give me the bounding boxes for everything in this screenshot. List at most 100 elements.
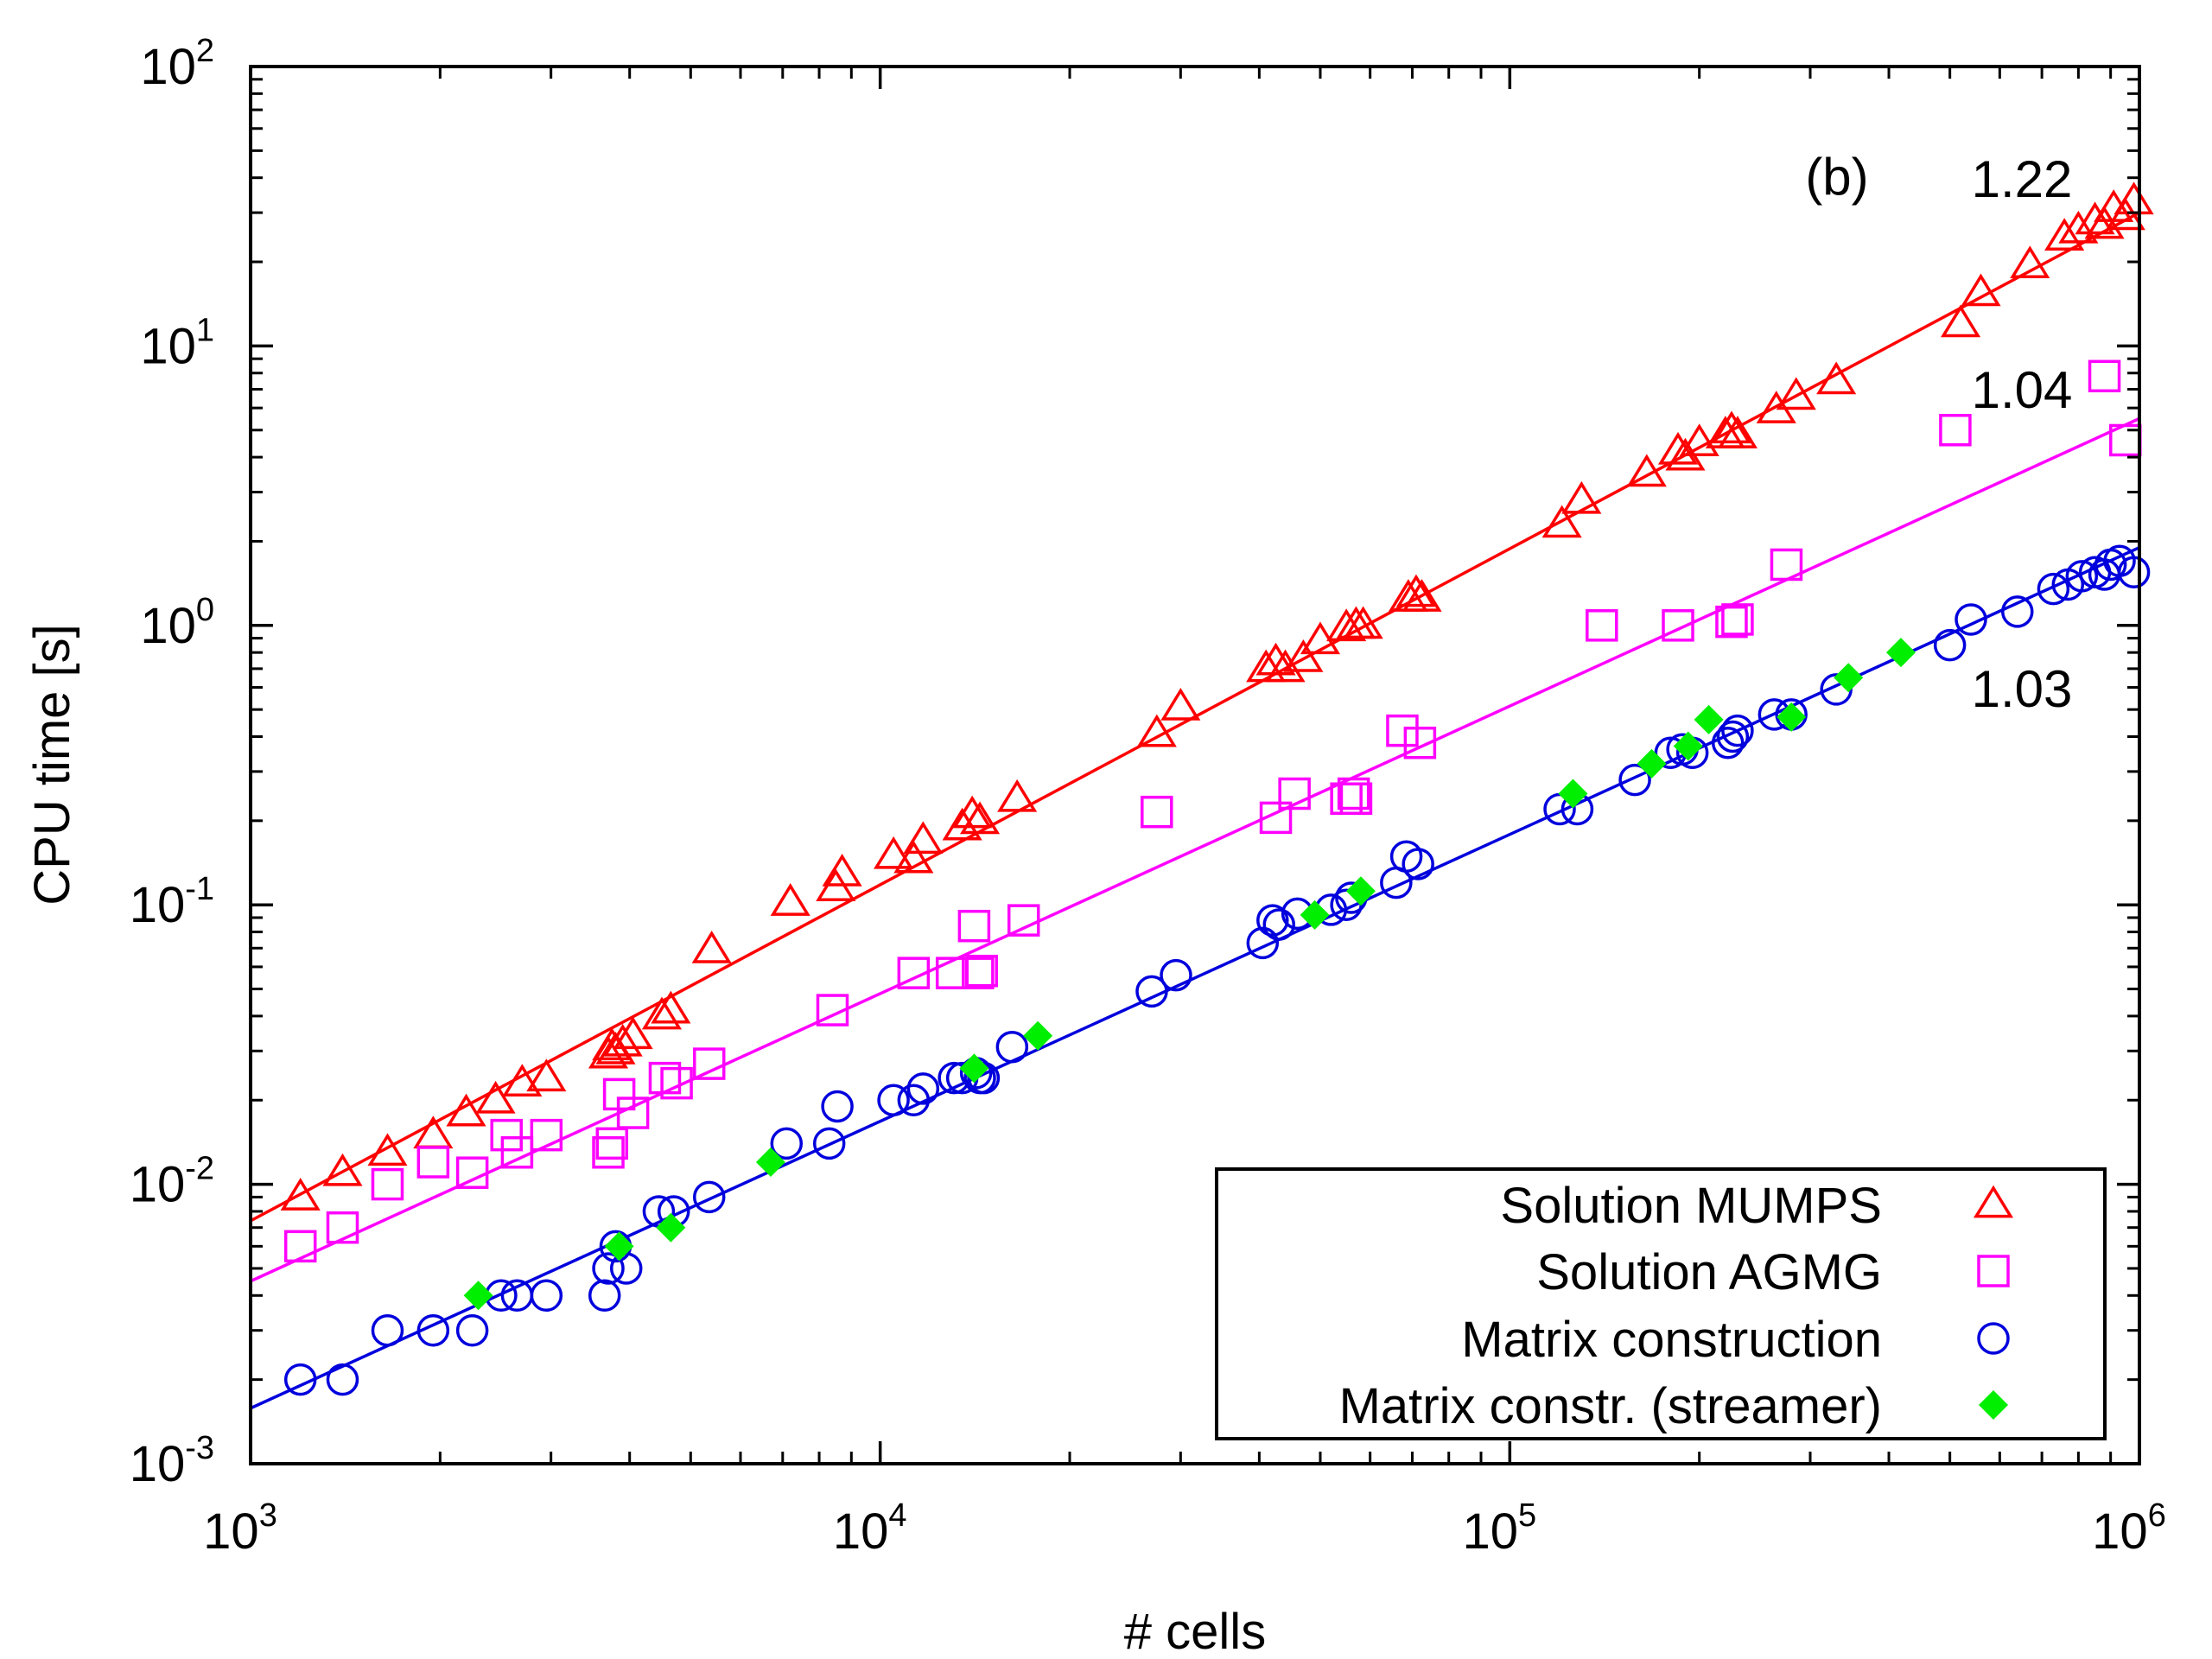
data-point-s1-9 (595, 1127, 629, 1160)
data-point-s2-4 (455, 1313, 489, 1347)
data-point-s2-51 (1933, 628, 1967, 662)
data-point-s2-56 (2065, 560, 2099, 593)
data-point-s2-16 (812, 1127, 846, 1160)
data-point-s1-32 (1715, 605, 1748, 639)
data-point-s3-14 (1885, 638, 1916, 668)
legend-marker-3 (1979, 1390, 2008, 1420)
data-point-s1-16 (897, 957, 931, 989)
data-point-s1-0 (283, 1230, 317, 1263)
data-point-s0-18 (822, 853, 862, 887)
data-markers (280, 181, 2154, 1396)
data-point-s1-18 (957, 909, 991, 943)
legend-text-streamer: Matrix constr. (streamer) (1339, 1378, 1882, 1434)
data-point-s1-15 (816, 994, 849, 1027)
data-point-s0-59 (2105, 197, 2145, 231)
y-tick-label-0: 10-3 (130, 1430, 214, 1492)
data-point-s0-35 (1343, 606, 1383, 639)
data-point-s1-29 (1403, 726, 1437, 760)
data-point-s0-54 (2044, 218, 2085, 251)
data-point-s1-6 (500, 1136, 534, 1169)
data-point-s2-20 (906, 1072, 940, 1105)
data-point-s2-28 (1160, 958, 1192, 992)
data-point-s0-53 (2010, 245, 2050, 279)
data-point-s0-50 (1816, 361, 1857, 395)
data-point-s0-26 (1136, 714, 1177, 747)
legend-marker-0 (1973, 1185, 2014, 1218)
data-point-s0-41 (1626, 454, 1667, 487)
data-point-s0-40 (1561, 480, 1602, 514)
data-point-s0-12 (613, 1016, 653, 1050)
legend: Solution MUMPS Solution AGMG Matrix cons… (1215, 1167, 2107, 1440)
data-point-s3-0 (463, 1281, 493, 1311)
data-point-s2-0 (283, 1363, 317, 1396)
y-tick-label-2: 10-1 (130, 871, 214, 933)
data-point-s3-11 (1694, 704, 1724, 734)
data-point-s0-30 (1265, 649, 1306, 683)
data-point-s2-26 (995, 1030, 1029, 1064)
data-point-s1-26 (1337, 777, 1370, 810)
data-point-s3-12 (1777, 702, 1807, 732)
data-point-s1-5 (490, 1118, 523, 1152)
data-point-s1-2 (371, 1167, 404, 1201)
data-point-s2-47 (1721, 714, 1754, 747)
data-point-s0-38 (1402, 579, 1442, 612)
y-axis: 10-3 10-2 10-1 100 101 102 (130, 33, 2139, 1492)
x-tick-label-3: 106 (2092, 1497, 2166, 1560)
data-point-s2-17 (821, 1090, 854, 1123)
legend-marker-2 (1977, 1322, 2010, 1355)
data-point-s2-45 (1711, 726, 1745, 760)
data-point-s2-8 (588, 1279, 621, 1313)
data-point-s0-15 (691, 930, 732, 963)
data-point-s1-20 (965, 954, 999, 988)
data-point-s2-27 (1135, 975, 1168, 1008)
data-point-s2-2 (371, 1313, 404, 1347)
fit-line-1 (250, 416, 2140, 1283)
data-point-s1-1 (326, 1211, 359, 1244)
slope-label-mumps: 1.22 (1972, 150, 2073, 208)
data-point-s3-3 (755, 1147, 785, 1177)
data-point-s0-22 (942, 807, 982, 841)
data-point-s0-44 (1679, 423, 1719, 456)
data-point-s2-54 (2037, 572, 2070, 606)
x-axis-label: # cells (1124, 1604, 1266, 1659)
data-point-s1-21 (1007, 904, 1040, 937)
data-point-s0-29 (1255, 642, 1296, 676)
data-point-s0-23 (952, 795, 993, 829)
data-point-s0-56 (2075, 201, 2115, 235)
y-axis-label: CPU time [s] (24, 624, 80, 906)
data-point-s1-36 (2088, 359, 2121, 393)
data-point-s1-33 (1721, 603, 1754, 636)
legend-text-agmg: Solution AGMG (1536, 1244, 1882, 1300)
data-point-s1-11 (616, 1096, 650, 1129)
legend-marker-1 (1977, 1255, 2010, 1287)
data-point-s0-21 (903, 821, 944, 855)
data-point-s0-33 (1326, 608, 1367, 642)
data-point-s2-46 (1716, 720, 1750, 753)
data-point-s2-31 (1262, 908, 1296, 941)
data-point-s0-28 (1246, 649, 1287, 683)
data-point-s2-29 (1246, 926, 1280, 960)
y-tick-label-5: 102 (140, 33, 214, 95)
data-point-s0-2 (367, 1133, 408, 1166)
legend-text-matrix: Matrix construction (1461, 1312, 1882, 1368)
data-point-s1-24 (1278, 777, 1311, 810)
fit-line-2 (250, 546, 2140, 1410)
data-point-s1-30 (1586, 609, 1618, 642)
data-point-s1-3 (416, 1146, 450, 1179)
data-point-s0-25 (997, 779, 1038, 812)
data-point-s1-13 (660, 1066, 693, 1100)
data-point-s0-52 (1961, 273, 2001, 307)
data-point-s3-7 (1345, 876, 1376, 906)
data-point-s3-13 (1834, 663, 1864, 693)
minor-ticks (251, 67, 2139, 1464)
data-point-s0-16 (770, 883, 810, 916)
data-point-s2-14 (692, 1180, 726, 1214)
data-point-s3-9 (1637, 748, 1667, 779)
data-point-s1-19 (962, 957, 995, 989)
data-point-s1-27 (1339, 782, 1373, 815)
data-point-s3-10 (1673, 731, 1703, 761)
data-point-s0-4 (446, 1093, 486, 1127)
y-tick-label-1: 10-2 (130, 1151, 214, 1213)
data-point-s0-0 (280, 1178, 321, 1211)
data-point-s2-15 (770, 1127, 804, 1160)
